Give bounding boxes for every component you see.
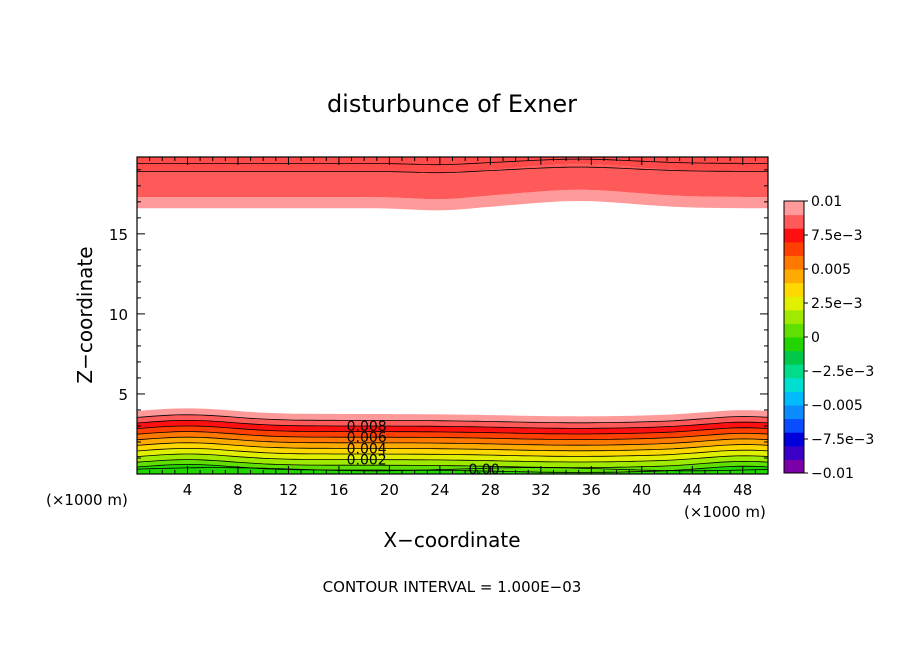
- colorbar-tick-label: 0: [811, 330, 820, 346]
- colorbar-tick-label: 0.005: [811, 262, 851, 278]
- contour-line: [136, 420, 769, 429]
- colorbar-tick-label: 0.01: [811, 194, 842, 210]
- axis-ticks: [137, 157, 768, 474]
- contour-band: [137, 408, 768, 423]
- colorbar-tick-label: −0.01: [811, 466, 854, 482]
- x-tick-label: 12: [279, 481, 298, 499]
- x-tick-label: 48: [733, 481, 752, 499]
- contour-band: [137, 442, 768, 457]
- colorbar-segment: [784, 269, 804, 284]
- contour-band: [137, 426, 768, 440]
- colorbar-tick-labels: 0.01 7.5e−3 0.005 2.5e−3 0 −2.5e−3 −0.005 −7.5e…: [811, 194, 874, 482]
- colorbar-segment: [784, 377, 804, 392]
- colorbar-segment: [784, 296, 804, 311]
- contour-lines: [136, 158, 769, 473]
- colorbar-segment: [784, 445, 804, 460]
- colorbar-segment: [784, 459, 804, 474]
- x-tick-label: 20: [380, 481, 399, 499]
- colorbar-segment: [784, 405, 804, 420]
- y-tick-label: 15: [109, 226, 128, 244]
- x-tick-label: 44: [683, 481, 702, 499]
- contour-band: [137, 431, 768, 446]
- x-tick-label: 28: [481, 481, 500, 499]
- x-tick-labels: 4 8 12 16 20 24 28 32 36 40 44 48: [183, 481, 753, 499]
- contour-line: [136, 442, 769, 452]
- colorbar: [783, 200, 808, 474]
- colorbar-segment: [784, 309, 804, 324]
- contour-line: [136, 467, 769, 472]
- contour-band: [137, 189, 768, 211]
- contour-band: [137, 448, 768, 462]
- colorbar-segment: [784, 255, 804, 270]
- colorbar-segment: [784, 201, 804, 216]
- contour-line: [136, 448, 769, 457]
- colorbar-segment: [784, 350, 804, 365]
- colorbar-segment: [784, 432, 804, 447]
- colorbar-segment: [784, 418, 804, 433]
- contour-fills: [137, 157, 768, 474]
- x-tick-label: 4: [183, 481, 193, 499]
- colorbar-segment: [784, 323, 804, 338]
- colorbar-tick-label: 7.5e−3: [811, 228, 863, 244]
- x-tick-label: 36: [582, 481, 601, 499]
- contour-band: [137, 437, 768, 451]
- chart-title: disturbunce of Exner: [327, 90, 577, 118]
- y-axis-label: Z−coordinate: [73, 246, 97, 383]
- colorbar-segment: [784, 391, 804, 406]
- colorbar-tick-label: −0.005: [811, 398, 863, 414]
- colorbar-segment: [784, 228, 804, 243]
- y-tick-labels: 5 10 15: [109, 226, 128, 404]
- contour-label: 0.006: [347, 430, 387, 446]
- x-unit-left: (×1000 m): [46, 491, 128, 509]
- contour-line: [136, 453, 769, 463]
- contour-band: [137, 454, 768, 468]
- x-unit-right: (×1000 m): [684, 503, 766, 521]
- colorbar-segment: [784, 214, 804, 229]
- contour-line: [136, 459, 769, 468]
- colorbar-tick-label: −7.5e−3: [811, 432, 874, 448]
- colorbar-segment: [784, 337, 804, 352]
- x-tick-label: 40: [632, 481, 651, 499]
- colorbar-tick-label: −2.5e−3: [811, 364, 874, 380]
- contour-label: 0.008: [347, 419, 387, 435]
- x-tick-label: 32: [531, 481, 550, 499]
- contour-line: [136, 414, 769, 424]
- contour-line: [137, 158, 768, 166]
- contour-line: [137, 166, 768, 174]
- contour-band: [137, 414, 768, 429]
- colorbar-segment: [784, 282, 804, 297]
- contour-interval-note: CONTOUR INTERVAL = 1.000E−03: [323, 578, 582, 596]
- contour-label: 0.00: [468, 462, 499, 478]
- colorbar-segment: [784, 364, 804, 379]
- x-tick-label: 24: [430, 481, 449, 499]
- contour-band: [137, 420, 768, 434]
- y-tick-label: 5: [118, 386, 128, 404]
- colorbar-segment: [784, 241, 804, 256]
- contour-label: 0.002: [347, 453, 387, 469]
- y-tick-label: 10: [109, 306, 128, 324]
- contour-line: [136, 425, 769, 435]
- contour-line: [136, 436, 769, 446]
- contour-band: [137, 464, 768, 474]
- x-tick-label: 16: [329, 481, 348, 499]
- contour-band: [137, 157, 768, 174]
- x-tick-label: 8: [233, 481, 243, 499]
- contour-band: [137, 164, 768, 200]
- colorbar-tick-label: 2.5e−3: [811, 296, 863, 312]
- contour-line: [136, 431, 769, 440]
- contour-label: 0.004: [347, 441, 387, 457]
- x-axis-label: X−coordinate: [383, 528, 520, 552]
